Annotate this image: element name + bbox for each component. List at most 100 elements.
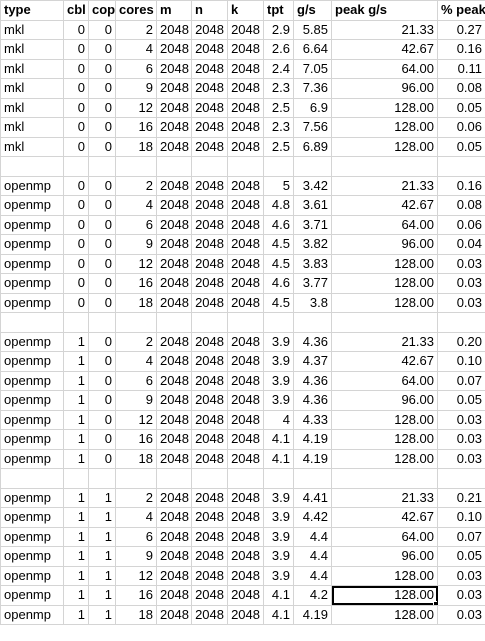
column-header-cbl[interactable]: cbl	[63, 0, 89, 21]
cell-m[interactable]: 2048	[156, 39, 192, 60]
cell-tpt[interactable]: 2.3	[263, 117, 294, 138]
cell-pct-peak[interactable]: 0.04	[437, 234, 485, 255]
cell-cbl[interactable]: 1	[63, 331, 89, 352]
cell-tpt[interactable]: 2.5	[263, 97, 294, 118]
cell-peak-gs[interactable]: 42.67	[331, 351, 438, 372]
cell-k[interactable]: 2048	[227, 585, 264, 606]
cell-n[interactable]: 2048	[191, 214, 228, 235]
cell-n[interactable]: 2048	[191, 195, 228, 216]
cell-tpt[interactable]: 4.6	[263, 273, 294, 294]
cell-peak-gs[interactable]: 128.00	[331, 409, 438, 430]
cell-m[interactable]: 2048	[156, 292, 192, 313]
cell-cbl[interactable]: 1	[63, 409, 89, 430]
column-header-pct-peak[interactable]: % peak	[437, 0, 485, 21]
cell-cbl[interactable]: 0	[63, 117, 89, 138]
cell-cores[interactable]: 4	[115, 39, 157, 60]
cell-m[interactable]	[156, 312, 192, 333]
cell-type[interactable]: openmp	[0, 409, 64, 430]
cell-peak-gs[interactable]: 128.00	[331, 136, 438, 157]
cell-gs[interactable]: 7.36	[293, 78, 332, 99]
cell-cop[interactable]: 0	[88, 195, 116, 216]
cell-cop[interactable]: 0	[88, 292, 116, 313]
cell-type[interactable]: openmp	[0, 273, 64, 294]
cell-cop[interactable]: 1	[88, 487, 116, 508]
cell-m[interactable]: 2048	[156, 331, 192, 352]
cell-tpt[interactable]	[263, 312, 294, 333]
cell-gs[interactable]: 4.19	[293, 448, 332, 469]
cell-tpt[interactable]: 4.1	[263, 429, 294, 450]
cell-type[interactable]: openmp	[0, 429, 64, 450]
cell-type[interactable]: openmp	[0, 331, 64, 352]
cell-type[interactable]: openmp	[0, 351, 64, 372]
cell-cop[interactable]: 0	[88, 351, 116, 372]
cell-cores[interactable]	[115, 156, 157, 177]
cell-cores[interactable]: 12	[115, 565, 157, 586]
column-header-k[interactable]: k	[227, 0, 264, 21]
cell-pct-peak[interactable]: 0.05	[437, 136, 485, 157]
cell-n[interactable]: 2048	[191, 273, 228, 294]
cell-pct-peak[interactable]: 0.03	[437, 292, 485, 313]
cell-cop[interactable]: 1	[88, 507, 116, 528]
cell-type[interactable]: mkl	[0, 117, 64, 138]
cell-gs[interactable]: 4.36	[293, 370, 332, 391]
cell-peak-gs[interactable]: 128.00	[331, 117, 438, 138]
cell-pct-peak[interactable]: 0.03	[437, 565, 485, 586]
cell-cores[interactable]: 9	[115, 390, 157, 411]
cell-cores[interactable]: 18	[115, 136, 157, 157]
cell-cores[interactable]: 9	[115, 234, 157, 255]
cell-pct-peak[interactable]: 0.16	[437, 175, 485, 196]
cell-cop[interactable]	[88, 468, 116, 489]
cell-peak-gs[interactable]: 128.00	[331, 429, 438, 450]
cell-tpt[interactable]: 4.1	[263, 448, 294, 469]
cell-m[interactable]: 2048	[156, 78, 192, 99]
cell-gs[interactable]: 4.2	[293, 585, 332, 606]
cell-gs[interactable]: 3.61	[293, 195, 332, 216]
cell-cbl[interactable]: 0	[63, 136, 89, 157]
cell-k[interactable]: 2048	[227, 351, 264, 372]
cell-pct-peak[interactable]: 0.20	[437, 331, 485, 352]
cell-peak-gs[interactable]: 96.00	[331, 546, 438, 567]
cell-k[interactable]: 2048	[227, 507, 264, 528]
cell-cores[interactable]	[115, 312, 157, 333]
cell-cbl[interactable]: 0	[63, 19, 89, 40]
cell-peak-gs[interactable]	[331, 312, 438, 333]
cell-cores[interactable]: 4	[115, 351, 157, 372]
cell-m[interactable]: 2048	[156, 448, 192, 469]
cell-gs[interactable]: 7.05	[293, 58, 332, 79]
cell-m[interactable]: 2048	[156, 604, 192, 625]
cell-tpt[interactable]: 2.9	[263, 19, 294, 40]
cell-type[interactable]: openmp	[0, 253, 64, 274]
cell-cop[interactable]	[88, 312, 116, 333]
cell-cores[interactable]: 16	[115, 585, 157, 606]
cell-m[interactable]: 2048	[156, 565, 192, 586]
cell-cop[interactable]: 0	[88, 97, 116, 118]
cell-m[interactable]: 2048	[156, 351, 192, 372]
cell-type[interactable]: openmp	[0, 604, 64, 625]
cell-type[interactable]: mkl	[0, 97, 64, 118]
cell-cop[interactable]: 1	[88, 526, 116, 547]
cell-tpt[interactable]: 2.6	[263, 39, 294, 60]
cell-pct-peak[interactable]: 0.03	[437, 429, 485, 450]
cell-cop[interactable]: 0	[88, 117, 116, 138]
cell-cbl[interactable]: 1	[63, 526, 89, 547]
column-header-gs[interactable]: g/s	[293, 0, 332, 21]
cell-cbl[interactable]: 0	[63, 234, 89, 255]
cell-peak-gs[interactable]	[331, 156, 438, 177]
cell-cbl[interactable]	[63, 312, 89, 333]
cell-cop[interactable]: 0	[88, 58, 116, 79]
cell-cores[interactable]: 16	[115, 273, 157, 294]
cell-pct-peak[interactable]: 0.03	[437, 273, 485, 294]
cell-m[interactable]: 2048	[156, 273, 192, 294]
column-header-cop[interactable]: cop	[88, 0, 116, 21]
cell-cbl[interactable]: 1	[63, 351, 89, 372]
cell-tpt[interactable]: 3.9	[263, 331, 294, 352]
cell-cop[interactable]: 0	[88, 19, 116, 40]
cell-k[interactable]	[227, 468, 264, 489]
cell-cores[interactable]: 6	[115, 214, 157, 235]
cell-gs[interactable]: 4.4	[293, 526, 332, 547]
cell-pct-peak[interactable]	[437, 312, 485, 333]
cell-type[interactable]	[0, 468, 64, 489]
cell-cores[interactable]: 12	[115, 409, 157, 430]
cell-cores[interactable]: 9	[115, 546, 157, 567]
cell-cbl[interactable]	[63, 156, 89, 177]
